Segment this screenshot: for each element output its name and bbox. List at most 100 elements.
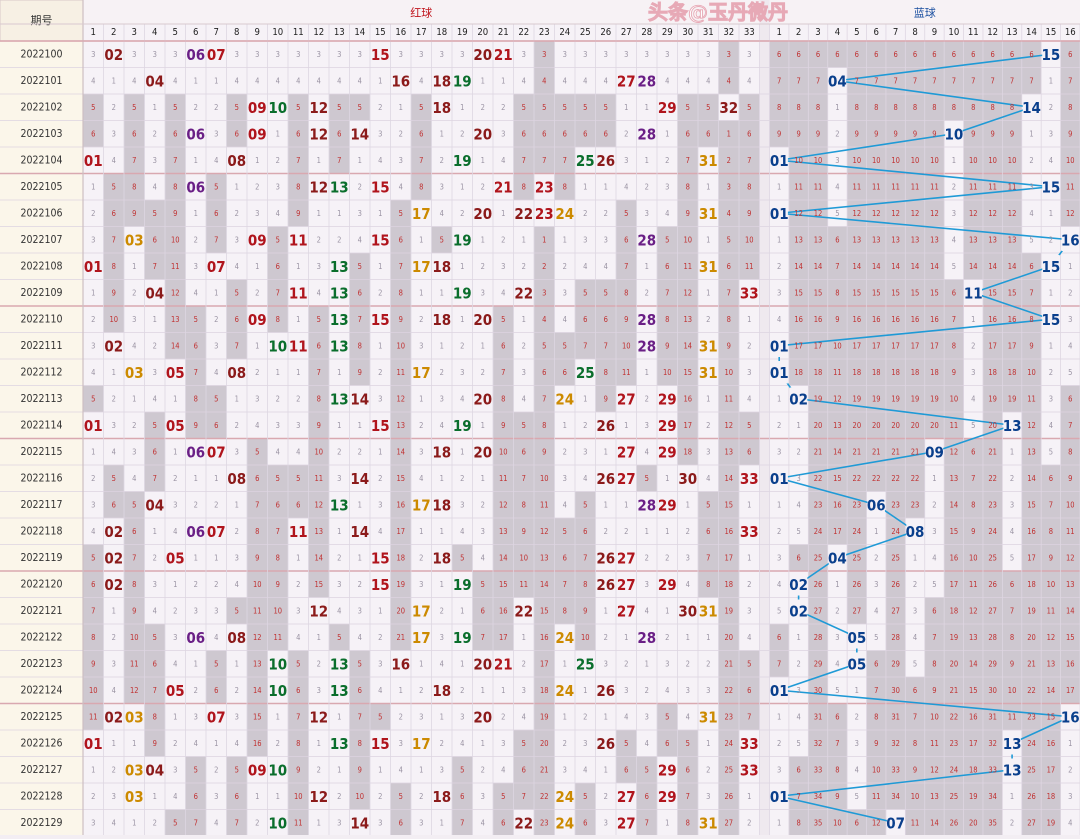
red-miss-count: 14: [396, 447, 405, 456]
red-ball-hit: 15: [371, 231, 390, 249]
red-ball-hit: 28: [637, 337, 656, 355]
blue-miss-count: 6: [952, 288, 956, 297]
blue-miss-count: 13: [1047, 659, 1056, 668]
blue-miss-count: 1: [1049, 341, 1053, 350]
red-miss-count: 1: [460, 659, 464, 668]
blue-miss-count: 9: [971, 527, 975, 536]
red-ball-hit: 14: [350, 390, 369, 408]
blue-miss-count: 3: [1010, 500, 1014, 509]
blue-miss-count: 33: [988, 765, 997, 774]
blue-miss-count: 22: [1027, 686, 1036, 695]
red-miss-count: 3: [235, 447, 239, 456]
red-ball-hit: 29: [658, 417, 677, 435]
red-miss-count: 1: [706, 182, 710, 191]
blue-miss-count: 6: [1068, 50, 1072, 59]
red-miss-count: 1: [194, 659, 198, 668]
red-miss-count: 4: [399, 765, 403, 774]
red-miss-count: 1: [132, 394, 136, 403]
red-miss-count: 2: [214, 103, 218, 112]
blue-miss-count: 9: [1049, 553, 1053, 562]
red-miss-count: 2: [481, 103, 485, 112]
blue-miss-count: 2: [855, 712, 859, 721]
red-miss-count: 5: [604, 288, 608, 297]
period-label: 2022110: [20, 313, 62, 325]
red-ball-hit: 24: [555, 205, 574, 223]
red-miss-count: 7: [235, 341, 239, 350]
red-miss-count: 1: [440, 818, 444, 827]
red-miss-count: 1: [706, 633, 710, 642]
blue-miss-count: 12: [1047, 633, 1056, 642]
period-label: 2022127: [20, 764, 62, 776]
red-ball-hit: 02: [104, 337, 123, 355]
red-ball-hit: 26: [596, 576, 615, 594]
blue-miss-count: 17: [814, 341, 823, 350]
red-miss-count: 4: [194, 288, 198, 297]
red-column-number: 1: [91, 27, 96, 38]
red-miss-count: 4: [542, 76, 546, 85]
blue-miss-count: 4: [835, 659, 839, 668]
red-miss-count: 8: [542, 421, 546, 430]
red-ball-hit: 06: [186, 125, 205, 143]
blue-miss-count: 22: [891, 474, 900, 483]
red-miss-count: 5: [706, 500, 710, 509]
red-miss-count: 2: [419, 315, 423, 324]
red-miss-count: 10: [622, 341, 631, 350]
red-miss-count: 17: [683, 421, 692, 430]
blue-miss-count: 9: [796, 129, 800, 138]
red-miss-count: 2: [91, 315, 95, 324]
red-ball-hit: 07: [207, 46, 226, 64]
red-miss-count: 4: [112, 818, 116, 827]
red-miss-count: 5: [153, 421, 157, 430]
red-miss-count: 3: [419, 50, 423, 59]
red-ball-hit: 07: [207, 443, 226, 461]
red-miss-count: 1: [624, 633, 628, 642]
red-miss-count: 6: [296, 500, 300, 509]
blue-miss-count: 19: [930, 394, 939, 403]
red-miss-count: 3: [686, 553, 690, 562]
red-miss-count: 1: [153, 103, 157, 112]
red-miss-count: 4: [706, 76, 710, 85]
red-miss-count: 4: [645, 447, 649, 456]
red-miss-count: 5: [296, 474, 300, 483]
blue-miss-count: 10: [1066, 500, 1075, 509]
red-miss-count: 2: [399, 712, 403, 721]
red-miss-count: 1: [706, 394, 710, 403]
period-label: 2022103: [20, 128, 62, 140]
red-miss-count: 3: [501, 262, 505, 271]
red-ball-hit: 06: [186, 523, 205, 541]
blue-miss-count: 3: [855, 739, 859, 748]
red-miss-count: 9: [399, 315, 403, 324]
red-miss-count: 2: [296, 580, 300, 589]
red-miss-count: 1: [747, 500, 751, 509]
red-miss-count: 4: [173, 659, 177, 668]
blue-miss-count: 9: [835, 792, 839, 801]
red-miss-count: 1: [645, 103, 649, 112]
red-miss-count: 4: [522, 76, 526, 85]
blue-ball-header: 蓝球: [914, 6, 936, 20]
red-ball-hit: 02: [104, 523, 123, 541]
red-ball-hit: 01: [84, 417, 103, 435]
blue-miss-count: 9: [932, 686, 936, 695]
red-miss-count: 6: [255, 474, 259, 483]
red-miss-count: 2: [378, 288, 382, 297]
red-miss-count: 5: [481, 580, 485, 589]
red-miss-count: 2: [317, 659, 321, 668]
blue-miss-count: 6: [1029, 50, 1033, 59]
blue-miss-count: 6: [913, 50, 917, 59]
red-miss-count: 8: [317, 394, 321, 403]
red-miss-count: 1: [317, 818, 321, 827]
red-miss-count: 1: [440, 288, 444, 297]
red-column-number: 30: [682, 27, 693, 38]
red-miss-count: 11: [396, 368, 405, 377]
blue-miss-count: 14: [969, 659, 978, 668]
blue-miss-count: 11: [969, 182, 978, 191]
red-miss-count: 4: [460, 527, 464, 536]
red-miss-count: 1: [194, 474, 198, 483]
red-miss-count: 6: [296, 129, 300, 138]
blue-miss-count: 13: [969, 633, 978, 642]
blue-miss-count: 23: [950, 739, 959, 748]
period-label: 2022102: [20, 101, 62, 113]
red-ball-hit: 25: [576, 655, 595, 673]
red-miss-count: 4: [337, 606, 341, 615]
red-miss-count: 2: [255, 288, 259, 297]
